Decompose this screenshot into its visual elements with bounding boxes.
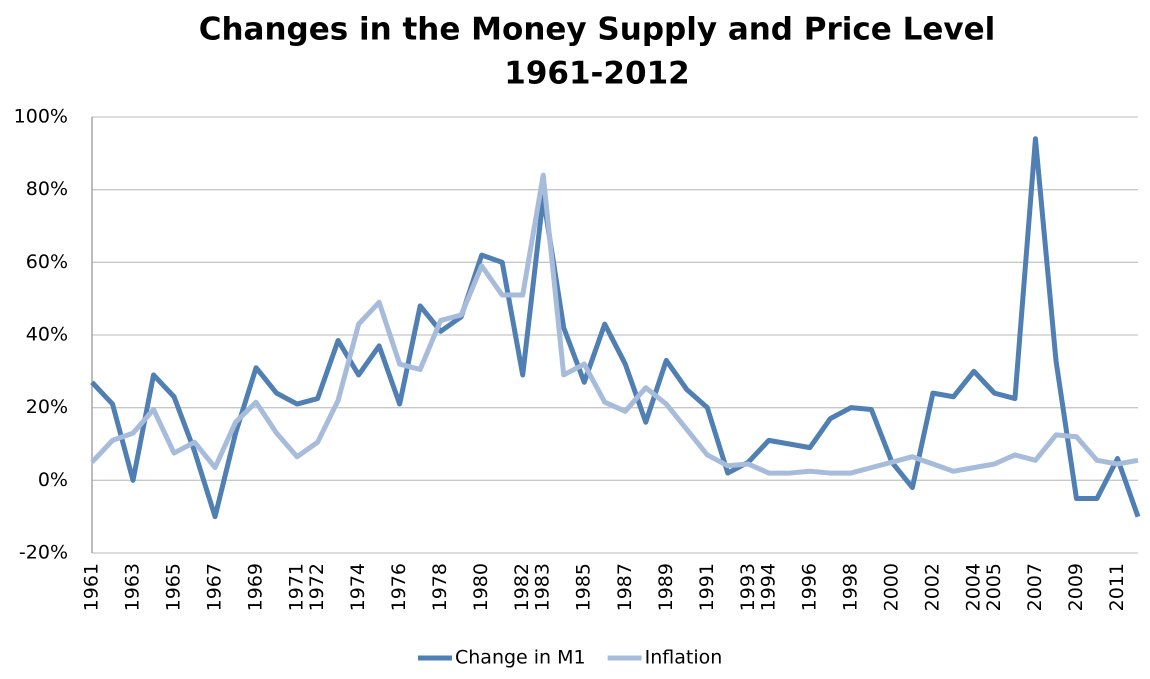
chart-subtitle: 1961-2012 [504,56,689,92]
x-tick-label: 1983 [532,563,554,611]
y-tick-label: 40% [26,324,68,346]
x-tick-label: 1972 [306,563,328,611]
x-tick-label: 1993 [737,563,759,611]
y-tick-label: 80% [26,178,68,200]
y-tick-label: 60% [26,251,68,273]
x-tick-label: 1969 [245,563,267,611]
x-tick-label: 1965 [163,563,185,611]
y-tick-label: 100% [14,106,68,128]
x-tick-label: 1961 [81,563,103,611]
x-tick-label: 2007 [1024,563,1046,611]
y-tick-label: 20% [26,396,68,418]
x-tick-label: 2004 [962,563,984,611]
x-tick-label: 1978 [429,563,451,611]
x-tick-label: 1991 [696,563,718,611]
series-line [90,136,1141,520]
x-tick-label: 2009 [1065,563,1087,611]
x-tick-label: 1989 [655,563,677,611]
y-tick-label: 0% [38,469,68,491]
x-tick-label: 1967 [204,563,226,611]
x-tick-label: 1994 [757,563,779,611]
x-tick-label: 1980 [470,563,492,611]
x-tick-label: 2000 [880,563,902,611]
x-tick-label: 1971 [286,563,308,611]
x-tick-label: 1963 [122,563,144,611]
x-tick-label: 2005 [983,563,1005,611]
series-line [90,172,1139,476]
x-tick-label: 1982 [511,563,533,611]
x-tick-label: 1985 [573,563,595,611]
x-tick-label: 1996 [798,563,820,611]
chart-title: Changes in the Money Supply and Price Le… [199,12,996,48]
x-tick-label: 1974 [347,563,369,611]
x-tick-label: 1976 [388,563,410,611]
legend-label: Change in M1 [455,647,586,669]
x-tick-label: 1998 [839,563,861,611]
x-tick-label: 2011 [1106,563,1128,611]
x-tick-label: 1987 [614,563,636,611]
x-tick-label: 2002 [921,563,943,611]
legend-label: Inflation [645,647,723,669]
y-tick-label: -20% [19,542,68,564]
